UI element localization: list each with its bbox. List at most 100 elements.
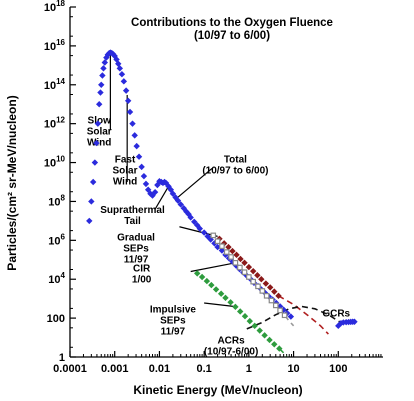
annotation-line: Solar [87, 127, 112, 138]
chart-subtitle: (10/97 to 6/00) [194, 30, 270, 42]
annotation-line: Solar [113, 166, 138, 177]
data-point [116, 65, 124, 72]
annotation-label: GCRs [322, 309, 350, 320]
data-point [229, 247, 236, 255]
y-axis-label: Particles/(cm² sr-MeV/nucleon) [5, 95, 19, 270]
annotation-line: Suprathermal [100, 205, 165, 216]
data-point [232, 259, 239, 266]
data-point [232, 303, 239, 311]
data-point [250, 278, 256, 285]
data-point [174, 197, 182, 204]
y-tick-base: 10 [48, 235, 60, 247]
y-tick-label: 1010 [44, 155, 66, 170]
dashed-curve [278, 295, 329, 335]
annotation-pointer [154, 186, 170, 210]
y-tick-exponent: 14 [56, 77, 65, 86]
annotation-line: Slow [88, 116, 112, 127]
data-point [151, 188, 159, 196]
annotation-label: Impulsive SEPs 11/97 [150, 304, 197, 337]
annotation-pointer [204, 302, 234, 308]
data-point [198, 273, 206, 281]
annotation-line: Tail [124, 216, 141, 227]
data-point [251, 322, 258, 330]
dashed-curve [246, 305, 347, 330]
data-point [191, 218, 198, 225]
axes: 0.0001 0.001 0.01 0.1 1 10 1001100104106108101… [44, 0, 383, 375]
y-tick-label: 1016 [44, 38, 66, 53]
data-point [99, 72, 106, 79]
data-point [212, 286, 220, 293]
annotation-label: SlowSolarWind [87, 116, 112, 149]
data-point [200, 229, 208, 236]
data-point [219, 243, 225, 249]
y-tick-label: 104 [48, 271, 65, 286]
data-point [129, 120, 136, 127]
data-point [218, 247, 226, 254]
data-point [233, 251, 240, 259]
data-point [115, 60, 122, 67]
annotation-line: (10/97 to 6/00) [202, 166, 268, 177]
data-point [225, 243, 232, 251]
y-tick-label: 1 [59, 352, 65, 364]
data-point [133, 142, 140, 150]
y-tick-label: 1014 [44, 77, 66, 92]
annotation-line: Impulsive [150, 304, 197, 315]
annotation-line: 11/97 [124, 254, 149, 265]
data-point [249, 267, 257, 275]
y-tick-exponent: 6 [61, 232, 66, 241]
annotation-label: Fast Solar Wind [113, 155, 138, 188]
data-point [262, 280, 270, 287]
data-points [86, 49, 358, 352]
data-point [210, 232, 217, 239]
y-tick-base: 10 [44, 119, 56, 131]
annotation-line: Wind [113, 177, 137, 188]
annotation-label: Gradual SEPs 11/97 [117, 232, 155, 265]
data-point [89, 178, 97, 186]
data-point [122, 87, 130, 94]
data-point [266, 336, 273, 344]
data-point [126, 108, 134, 116]
annotation-line: (10/97-6/00) [204, 346, 258, 357]
annotation-line: SEPs [160, 315, 186, 326]
data-point [266, 284, 274, 291]
y-tick-label: 1018 [44, 0, 66, 14]
data-point [98, 81, 105, 88]
annotation-line: ACRs [217, 335, 245, 346]
dashed-curves [246, 295, 347, 357]
data-point [214, 238, 221, 245]
x-tick-label: 10 [287, 363, 299, 375]
y-tick-label: 100 [47, 313, 65, 325]
x-tick-label: 1 [246, 363, 252, 375]
annotations: SlowSolarWindFastSolarWindTotal(10/97 to… [87, 53, 351, 357]
data-point [256, 327, 263, 334]
annotation-pointer [190, 262, 236, 273]
annotation-label: Suprathermal Tail [100, 205, 165, 227]
data-point [169, 190, 177, 197]
chart-title: Contributions to the Oxygen Fluence [131, 17, 333, 29]
data-point [217, 290, 225, 297]
data-point [271, 341, 278, 348]
data-point [258, 276, 265, 283]
data-point [101, 59, 108, 66]
data-point [277, 307, 283, 314]
y-tick-exponent: 12 [56, 116, 65, 125]
annotation-label: Total (10/97 to 6/00) [202, 155, 268, 177]
data-point [167, 186, 175, 193]
x-tick-label: 100 [329, 363, 347, 375]
annotation-line: CIR [133, 263, 151, 274]
data-point [241, 269, 248, 275]
data-point [100, 65, 107, 72]
y-tick-label: 106 [48, 232, 65, 247]
data-point [237, 264, 243, 271]
data-point [97, 89, 104, 96]
data-point [261, 332, 268, 339]
y-tick-base: 10 [48, 274, 60, 286]
annotation-line: Fast [115, 155, 136, 166]
data-point [88, 198, 95, 205]
data-point [203, 277, 211, 285]
data-point [118, 70, 126, 78]
data-point [237, 255, 244, 263]
annotation-label: CIR 1/00 [132, 263, 152, 285]
y-tick-label: 108 [48, 193, 65, 208]
data-point [241, 259, 248, 266]
